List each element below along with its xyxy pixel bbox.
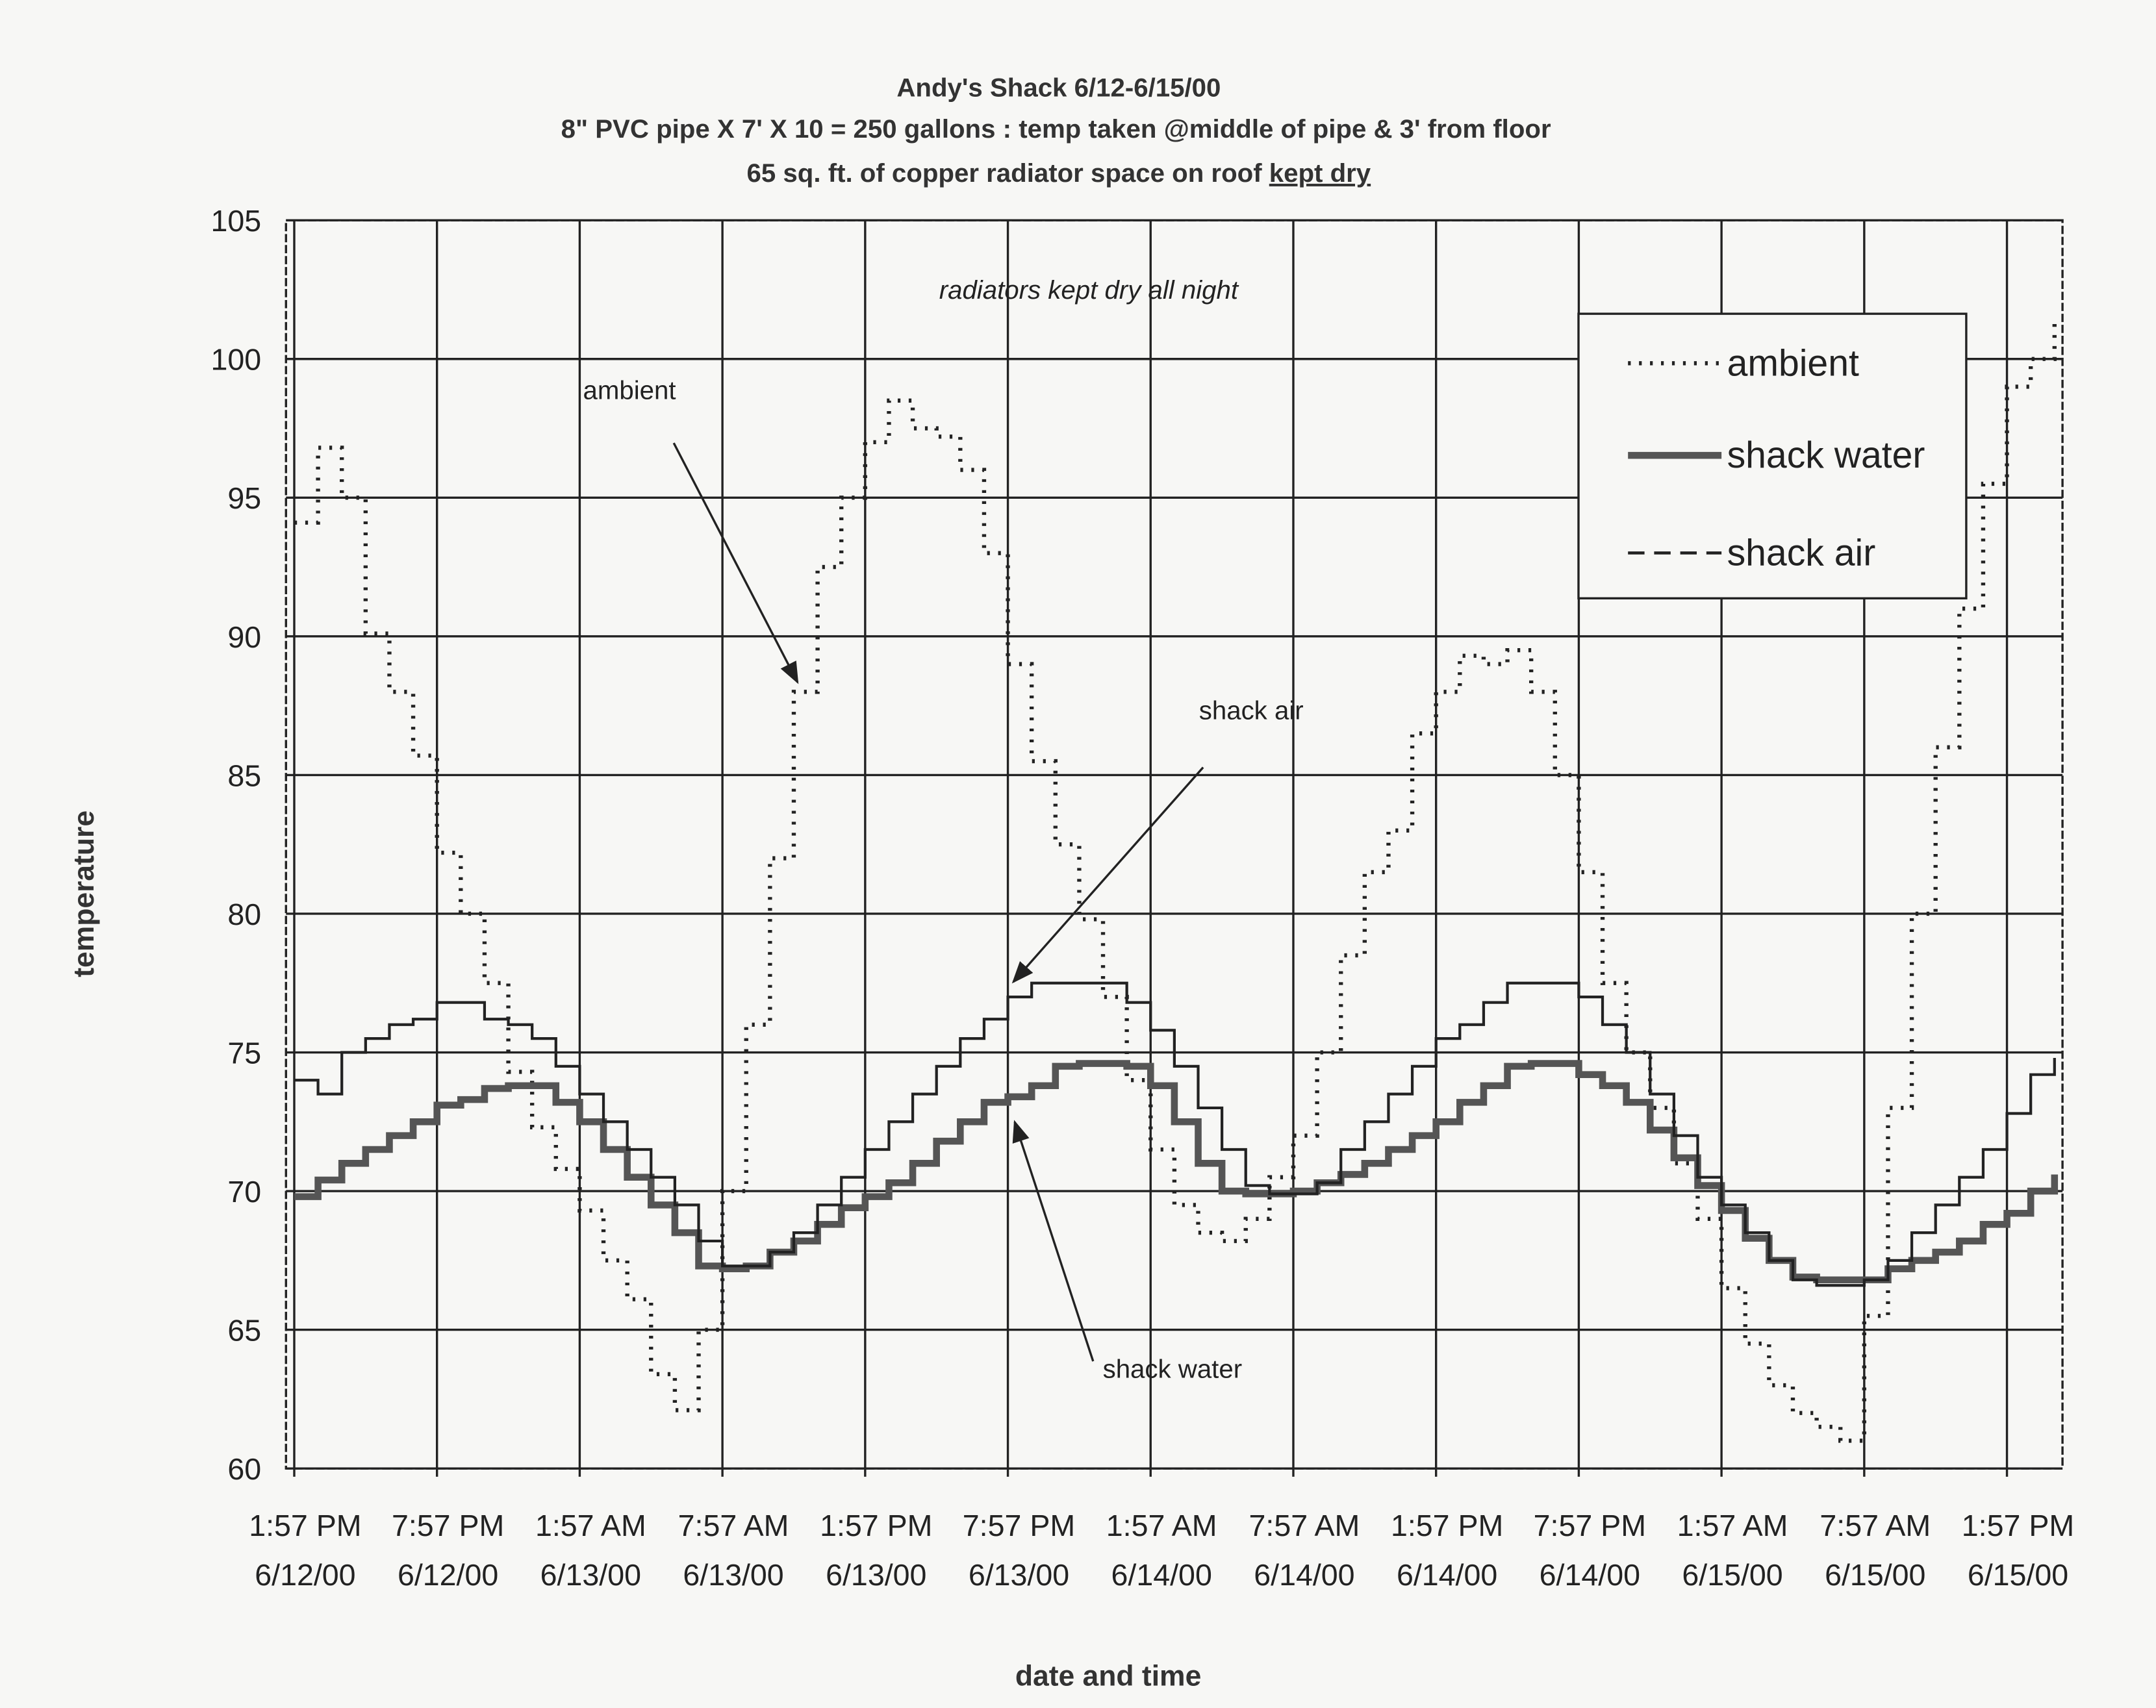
x-tick-date-label: 6/14/00 (1254, 1558, 1354, 1592)
series-line-shack-air (294, 981, 2056, 1287)
annotation-ambient: ambient (583, 375, 676, 405)
x-tick-label: 1:57 PM (249, 1509, 361, 1542)
x-tick-date-label: 6/13/00 (683, 1558, 783, 1592)
x-tick-label: 7:57 PM (963, 1509, 1075, 1542)
arrow-shack-air (1011, 766, 1204, 984)
legend-label-ambient: ambient (1727, 342, 1859, 384)
annotation-top-note: radiators kept dry all night (939, 275, 1239, 305)
x-tick-date-label: 6/14/00 (1397, 1558, 1497, 1592)
y-tick-label: 65 (227, 1314, 261, 1348)
y-tick-label: 105 (211, 204, 262, 238)
x-tick-label: 7:57 PM (392, 1509, 504, 1542)
plot-frame (285, 219, 2064, 1470)
x-tick-date-label: 6/12/00 (398, 1558, 498, 1592)
annotation-shack-water: shack water (1103, 1354, 1243, 1383)
x-tick-label: 1:57 PM (1391, 1509, 1503, 1542)
y-tick-label: 85 (227, 759, 261, 792)
arrow-shack-water (1012, 1120, 1095, 1362)
subtitle-2-text: 65 sq. ft. of copper radiator space on r… (747, 158, 1269, 188)
x-tick-date-label: 6/14/00 (1111, 1558, 1212, 1592)
y-tick-labels: 60 65 70 75 80 85 90 95 100 105 (211, 204, 262, 1486)
y-tick-label: 95 (227, 481, 261, 515)
chart-subtitle-2: 65 sq. ft. of copper radiator space on r… (747, 158, 1371, 188)
y-tick-label: 100 (211, 343, 262, 377)
x-tick-label: 1:57 AM (535, 1509, 646, 1542)
legend-label-shack-air: shack air (1727, 532, 1876, 573)
x-tick-date-label: 6/15/00 (1825, 1558, 1925, 1592)
x-tick-date-label: 6/13/00 (826, 1558, 926, 1592)
x-tick-label: 1:57 PM (820, 1509, 932, 1542)
y-tick-label: 75 (227, 1036, 261, 1070)
y-tick-label: 90 (227, 620, 261, 654)
x-tick-date-label: 6/15/00 (1968, 1558, 2068, 1592)
x-tick-label: 7:57 AM (1820, 1509, 1931, 1542)
x-tick-date-label: 6/14/00 (1540, 1558, 1640, 1592)
y-tick-label: 80 (227, 898, 261, 931)
series-line-ambient (294, 323, 2057, 1443)
chart-subtitle-1: 8" PVC pipe X 7' X 10 = 250 gallons : te… (561, 114, 1551, 144)
chart-title: Andy's Shack 6/12-6/15/00 (896, 73, 1221, 103)
subtitle-2-underlined: kept dry (1269, 158, 1371, 188)
x-tick-label: 7:57 AM (1249, 1509, 1360, 1542)
x-tick-label: 7:57 AM (678, 1509, 789, 1542)
annotation-shack-air: shack air (1199, 696, 1304, 725)
series-lines (294, 323, 2059, 1443)
y-axis-label: temperature (68, 810, 100, 977)
legend: ambient shack water shack air (1577, 312, 1968, 599)
x-tick-label: 1:57 AM (1106, 1509, 1217, 1542)
x-tick-date-label: 6/13/00 (969, 1558, 1069, 1592)
x-tick-label: 1:57 AM (1677, 1509, 1788, 1542)
x-tick-labels: 1:57 PM 6/12/00 7:57 PM 6/12/00 1:57 AM 6/13/… (249, 1509, 2074, 1592)
x-tick-date-label: 6/13/00 (540, 1558, 641, 1592)
x-tick-date-label: 6/15/00 (1682, 1558, 1782, 1592)
y-tick-label: 70 (227, 1175, 261, 1209)
x-tick-date-label: 6/12/00 (255, 1558, 355, 1592)
legend-label-shack-water: shack water (1727, 434, 1925, 476)
x-axis-label: date and time (1015, 1661, 1201, 1692)
series-line-shack-water (294, 1060, 2059, 1284)
x-tick-label: 1:57 PM (1962, 1509, 2074, 1542)
y-tick-label: 60 (227, 1452, 261, 1486)
x-tick-label: 7:57 PM (1534, 1509, 1646, 1542)
arrow-ambient (672, 442, 799, 684)
